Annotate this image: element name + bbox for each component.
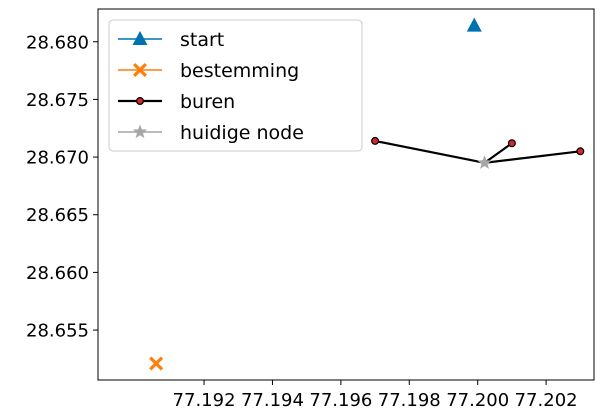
legend-item: buren	[118, 91, 235, 113]
neighbour-line-1	[483, 142, 514, 164]
y-tick-label: 28.670	[26, 148, 89, 169]
legend-label: buren	[180, 91, 235, 113]
legend-marker-circle	[136, 96, 145, 105]
legend-box	[108, 19, 363, 152]
legend-label: huidige node	[180, 122, 304, 144]
current-node-point	[477, 155, 492, 169]
x-tick-label: 77.198	[378, 390, 441, 411]
neighbour-point-1	[507, 139, 516, 148]
x-axis: 77.192 77.194 77.196 77.198 77.200 77.202	[173, 380, 578, 411]
axes-frame	[97, 8, 595, 381]
y-tick-label: 28.675	[26, 90, 89, 111]
x-tick-label: 77.202	[515, 390, 578, 411]
data-marks	[149, 17, 585, 371]
legend-label: bestemming	[180, 60, 299, 82]
legend-marker-triangle	[132, 31, 148, 45]
legend-marker-x	[133, 63, 147, 77]
start-point	[466, 17, 482, 32]
legend-marker-star	[132, 124, 148, 139]
neighbour-point-0	[371, 136, 380, 145]
y-tick-label: 28.680	[26, 32, 89, 53]
legend-label: start	[180, 29, 224, 51]
y-tick-label: 28.655	[26, 321, 89, 342]
neighbour-point-2	[576, 147, 585, 156]
neighbour-line-0	[373, 139, 486, 164]
y-tick-label: 28.660	[26, 263, 89, 284]
x-tick-label: 77.200	[446, 390, 509, 411]
legend-item: start	[118, 29, 224, 51]
destination-point	[149, 356, 164, 371]
legend-item: bestemming	[118, 60, 299, 82]
y-axis: 28.655 28.660 28.665 28.670 28.675 28.680	[26, 32, 98, 342]
x-tick-label: 77.196	[309, 390, 372, 411]
legend-item: huidige node	[118, 122, 304, 144]
neighbour-line-2	[483, 150, 582, 164]
x-tick-label: 77.194	[241, 390, 304, 411]
legend: start bestemming buren huidige node	[108, 19, 363, 152]
y-tick-label: 28.665	[26, 205, 89, 226]
x-tick-label: 77.192	[173, 390, 236, 411]
